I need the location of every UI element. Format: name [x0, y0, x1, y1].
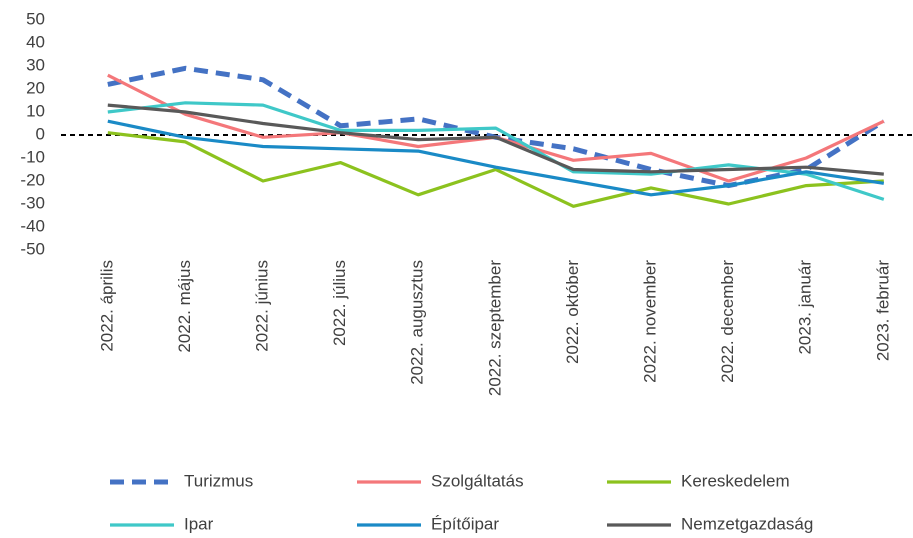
legend-label: Szolgáltatás [431, 471, 524, 490]
series-line [107, 103, 884, 176]
x-tick-label: 2022. április [97, 260, 116, 352]
x-tick-label: 2023. január [796, 260, 815, 355]
legend-label: Építőipar [431, 514, 499, 533]
y-tick-label: -10 [20, 147, 45, 166]
y-tick-label: 40 [26, 32, 45, 51]
x-tick-label: 2023. február [873, 260, 892, 361]
y-tick-label: 10 [26, 101, 45, 120]
legend-label: Kereskedelem [681, 471, 790, 490]
y-tick-label: 20 [26, 78, 45, 97]
x-tick-label: 2022. június [252, 260, 271, 352]
legend-label: Nemzetgazdaság [681, 514, 813, 533]
x-tick-label: 2022. december [718, 260, 737, 383]
y-tick-label: -20 [20, 170, 45, 189]
series-line [107, 119, 885, 197]
x-tick-label: 2022. október [563, 260, 582, 364]
y-tick-label: 50 [26, 9, 45, 28]
x-tick-label: 2022. november [640, 260, 659, 383]
x-tick-label: 2022. szeptember [485, 260, 504, 396]
y-tick-label: -50 [20, 239, 45, 258]
x-tick-label: 2022. július [330, 260, 349, 346]
y-tick-label: 30 [26, 55, 45, 74]
y-tick-label: -40 [20, 216, 45, 235]
y-tick-label: -30 [20, 193, 45, 212]
x-tick-label: 2022. augusztus [408, 260, 427, 385]
legend-label: Ipar [184, 514, 214, 533]
y-tick-label: 0 [36, 124, 45, 143]
series-line [107, 131, 884, 208]
legend-label: Turizmus [184, 471, 253, 490]
x-tick-label: 2022. május [175, 260, 194, 353]
